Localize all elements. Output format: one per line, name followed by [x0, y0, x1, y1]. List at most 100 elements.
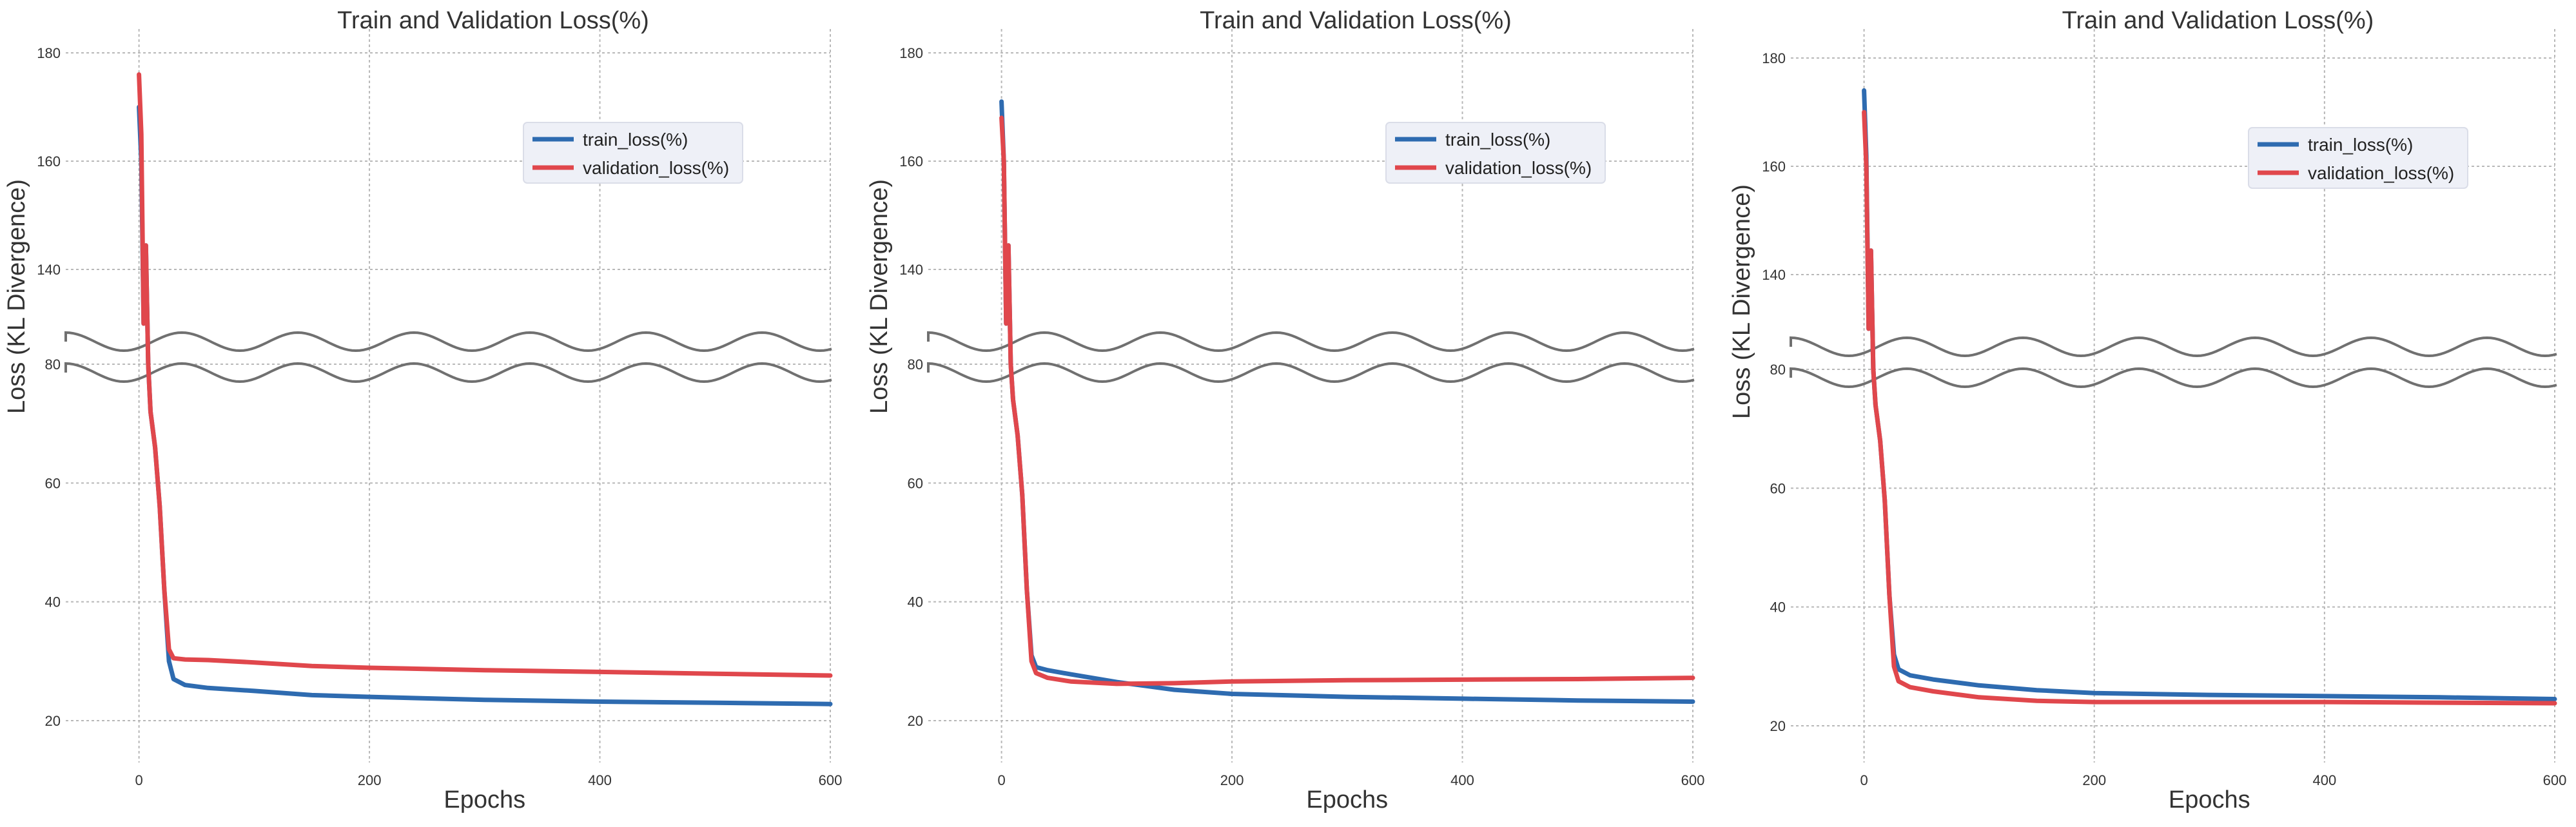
data-point [367, 695, 371, 699]
data-point [1897, 679, 1900, 683]
data-point [713, 701, 717, 705]
data-point [142, 322, 146, 326]
x-axis-label: Epochs [2169, 786, 2250, 813]
data-point [1016, 434, 1020, 438]
data-point [1046, 668, 1049, 672]
axis-break-line [64, 331, 832, 353]
y-tick-label: 20 [1770, 718, 1786, 734]
data-point [1576, 677, 1579, 681]
y-tick-label: 140 [37, 262, 61, 278]
x-tick-label: 200 [1220, 772, 1244, 788]
legend-box [1385, 122, 1606, 184]
data-point [367, 666, 371, 670]
data-point [162, 588, 166, 592]
data-point [1691, 676, 1695, 680]
data-point [1908, 674, 1912, 677]
data-point [1006, 244, 1010, 248]
y-tick-label: 60 [1770, 480, 1786, 496]
data-point [1069, 679, 1073, 683]
data-point [1977, 696, 1981, 699]
data-point [2034, 699, 2038, 703]
data-point [149, 410, 152, 414]
y-tick-label: 140 [899, 262, 923, 278]
data-point [1977, 683, 1981, 687]
data-point [1869, 249, 1873, 253]
x-axis-label: Epochs [1306, 786, 1388, 813]
y-tick-label: 40 [1770, 599, 1786, 616]
chart-panel-3: 0 200 400 600 20 40 60 80 140 160 180 train_loss(%)… [1728, 7, 2566, 813]
x-tick-label: 200 [2082, 772, 2106, 788]
data-point [1878, 439, 1882, 443]
data-point [1345, 678, 1349, 682]
data-point [167, 659, 171, 663]
axis-break-line [927, 362, 1695, 384]
y-tick-label: 40 [908, 594, 923, 610]
y-tick-label: 80 [45, 356, 61, 373]
series-line-train [137, 104, 833, 706]
data-point [483, 698, 487, 702]
x-tick-label: 600 [1681, 772, 1705, 788]
y-axis-label: Loss (KL Divergence) [3, 179, 30, 414]
data-point [1873, 403, 1877, 407]
data-point [1004, 322, 1008, 326]
data-point [252, 689, 256, 693]
series-line-validation [1862, 110, 2557, 706]
legend-box [2248, 127, 2468, 189]
y-tick-label: 160 [899, 153, 923, 170]
data-point [483, 668, 487, 672]
data-point [1002, 159, 1006, 163]
data-point [1888, 593, 1891, 597]
chart-panel-2: 0 200 400 600 20 40 60 80 140 160 180 train_loss(%)… [866, 7, 1704, 813]
data-point [598, 670, 601, 674]
legend-label: train_loss(%) [2308, 135, 2413, 155]
data-point [2553, 701, 2557, 705]
data-point [2437, 701, 2441, 705]
axis-break-line [1790, 367, 2557, 389]
axis-break-line [927, 331, 1695, 353]
data-point [2437, 696, 2441, 699]
x-tick-label: 600 [819, 772, 843, 788]
legend-label: validation_loss(%) [2308, 163, 2454, 183]
data-point [206, 658, 210, 662]
data-point [1173, 681, 1176, 685]
data-point [2093, 700, 2096, 704]
data-point [158, 505, 162, 509]
data-point [1034, 671, 1038, 675]
legend-box [523, 122, 743, 184]
data-point [1908, 685, 1912, 689]
data-point [598, 700, 601, 703]
data-point [171, 677, 175, 681]
data-point [2323, 694, 2327, 698]
data-point [713, 672, 717, 676]
x-tick-label: 0 [1860, 772, 1868, 788]
data-point [2207, 700, 2211, 704]
data-point [1883, 498, 1887, 502]
y-tick-label: 160 [37, 153, 61, 170]
x-tick-label: 400 [1450, 772, 1474, 788]
data-point [1069, 672, 1073, 676]
data-point [828, 674, 832, 677]
x-tick-label: 0 [997, 772, 1005, 788]
series-line-train [999, 99, 1695, 704]
y-axis-label: Loss (KL Divergence) [1728, 184, 1755, 419]
data-point [1029, 659, 1033, 663]
data-point [1020, 493, 1024, 497]
y-tick-label: 140 [1762, 267, 1786, 283]
data-point [1931, 690, 1935, 693]
data-point [1931, 677, 1935, 681]
y-tick-label: 80 [1770, 362, 1786, 378]
y-tick-label: 180 [899, 45, 923, 61]
chart-title: Train and Validation Loss(%) [337, 7, 649, 34]
x-tick-label: 400 [2312, 772, 2336, 788]
data-point [1000, 100, 1004, 104]
series-line-validation [137, 72, 833, 678]
data-point [1867, 327, 1871, 331]
data-point [1897, 667, 1900, 671]
data-point [1115, 682, 1118, 686]
data-point [153, 445, 157, 449]
chart-panel-1: 0 200 400 600 20 40 60 80 140 160 180 train_loss(%)… [3, 7, 842, 813]
data-point [1871, 367, 1875, 371]
data-point [146, 362, 150, 366]
data-point [310, 664, 314, 668]
